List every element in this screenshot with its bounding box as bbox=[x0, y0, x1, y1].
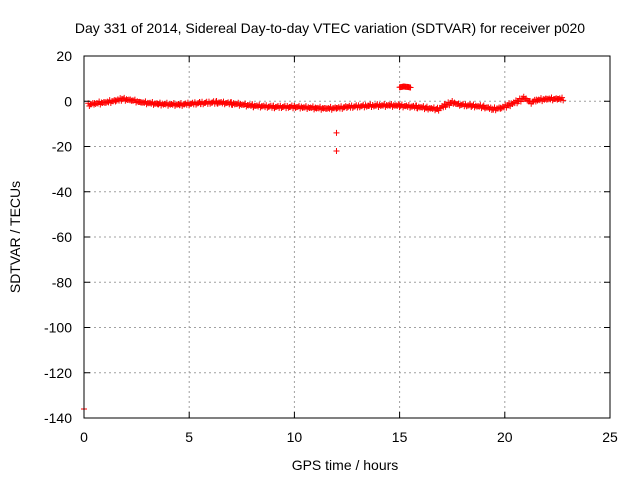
outlier-point bbox=[333, 129, 340, 136]
x-tick-label: 25 bbox=[602, 429, 618, 445]
x-tick-label: 0 bbox=[80, 429, 88, 445]
data-point bbox=[512, 97, 519, 104]
x-tick-label: 5 bbox=[185, 429, 193, 445]
cluster-point bbox=[407, 84, 414, 91]
x-tick-label: 15 bbox=[392, 429, 408, 445]
y-tick-label: -20 bbox=[52, 139, 72, 155]
y-tick-label: -140 bbox=[44, 410, 72, 426]
data-point bbox=[559, 94, 566, 101]
x-tick-label: 20 bbox=[497, 429, 513, 445]
x-tick-label: 10 bbox=[287, 429, 303, 445]
data-point bbox=[560, 97, 567, 104]
data-layer bbox=[81, 83, 567, 412]
y-tick-label: -120 bbox=[44, 365, 72, 381]
y-axis-label: SDTVAR / TECUs bbox=[7, 181, 23, 293]
y-tick-label: -60 bbox=[52, 229, 72, 245]
chart-title: Day 331 of 2014, Sidereal Day-to-day VTE… bbox=[75, 20, 585, 36]
y-tick-label: -40 bbox=[52, 184, 72, 200]
y-tick-label: -100 bbox=[44, 320, 72, 336]
outlier-point bbox=[333, 148, 340, 155]
x-axis-label: GPS time / hours bbox=[292, 457, 399, 473]
y-tick-label: 20 bbox=[56, 48, 72, 64]
y-tick-label: 0 bbox=[64, 93, 72, 109]
y-tick-label: -80 bbox=[52, 274, 72, 290]
ticks: -140 -120 -100 -80 -60 -40 -20 0 20 0 5 10 15 20 25 bbox=[44, 48, 618, 445]
grid bbox=[84, 56, 610, 418]
